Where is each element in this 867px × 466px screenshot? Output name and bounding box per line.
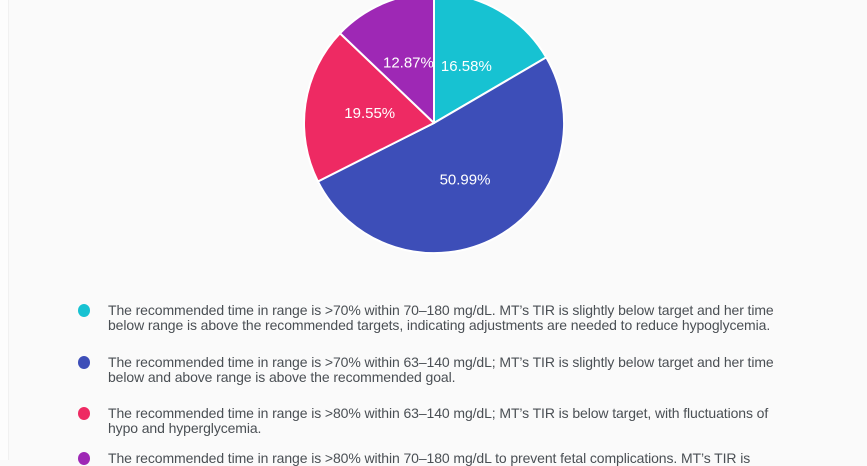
legend-bullet-pink-icon — [78, 407, 90, 420]
legend-bullet-cyan-icon — [78, 304, 90, 317]
pie-chart: 16.58% 50.99% 19.55% 12.87% — [299, 0, 569, 258]
legend-text-line: hypo and hyperglycemia. — [108, 420, 262, 436]
pie-chart-svg: 16.58% 50.99% 19.55% 12.87% — [303, 0, 566, 255]
legend-item-time-in-range-63-140: The recommended time in range is >70% wi… — [78, 355, 774, 385]
legend-item-time-in-range-70-180: The recommended time in range is >70% wi… — [78, 303, 774, 333]
pie-slice-label-3: 12.87% — [383, 55, 434, 72]
legend-item-time-in-range-80-63-140: The recommended time in range is >80% wi… — [78, 406, 768, 436]
pie-slice-0[interactable] — [433, 0, 548, 124]
legend-text-line: The recommended time in range is >80% wi… — [108, 405, 769, 421]
legend-item-time-in-range-80-70-180: The recommended time in range is >80% wi… — [78, 451, 750, 466]
legend-item-text: The recommended time in range is >70% wi… — [108, 355, 774, 385]
legend-item-text: The recommended time in range is >80% wi… — [108, 406, 768, 436]
pie-slice-label-2: 19.55% — [344, 105, 395, 122]
legend-text-line: The recommended time in range is >70% wi… — [108, 354, 774, 370]
legend-text-line: below and above range is above the recom… — [108, 369, 456, 385]
pie-slice-1[interactable] — [316, 56, 566, 255]
legend-bullet-blue-icon — [78, 356, 90, 369]
legend-text-line: The recommended time in range is >80% wi… — [108, 450, 751, 466]
pie-slice-2[interactable] — [303, 32, 435, 183]
legend-item-text: The recommended time in range is >70% wi… — [108, 303, 774, 333]
legend-bullet-purple-icon — [78, 452, 90, 465]
legend-text-line: The recommended time in range is >70% wi… — [108, 302, 774, 318]
legend-item-text: The recommended time in range is >80% wi… — [108, 451, 750, 466]
pie-slice-3[interactable] — [338, 0, 435, 124]
left-edge-divider — [0, 0, 9, 460]
legend-text-line: below range is above the recommended tar… — [108, 317, 771, 333]
pie-slice-label-1: 50.99% — [440, 172, 491, 189]
pie-slice-label-0: 16.58% — [441, 58, 492, 75]
